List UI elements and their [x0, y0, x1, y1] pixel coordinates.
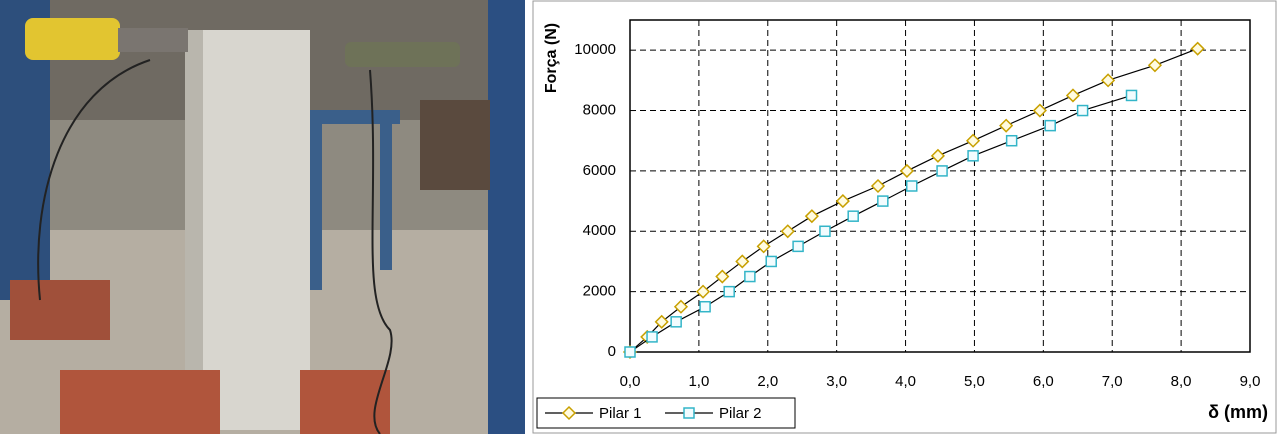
figure: 0 2000 4000 6000 8000 10000 0,0 1,0 2,0 3,0 4,0 5,0… [0, 0, 1277, 434]
chart-frame [533, 1, 1276, 433]
y-tick-label: 4000 [583, 222, 616, 239]
x-tick-label: 3,0 [826, 373, 847, 390]
x-tick-label: 2,0 [757, 373, 778, 390]
marker [745, 272, 755, 282]
marker [937, 166, 947, 176]
photo-bench-leg [380, 120, 392, 270]
marker [1127, 90, 1137, 100]
y-tick-label: 8000 [583, 102, 616, 119]
photo-jack [25, 18, 120, 60]
photo-steel [420, 100, 490, 190]
photo-rod [118, 28, 188, 52]
marker [1078, 106, 1088, 116]
y-axis-label: Força (N) [543, 23, 560, 93]
marker [793, 241, 803, 251]
marker [625, 347, 635, 357]
marker [1007, 136, 1017, 146]
x-tick-label: 5,0 [964, 373, 985, 390]
y-tick-label: 6000 [583, 162, 616, 179]
legend-label: Pilar 1 [599, 405, 642, 422]
marker [647, 332, 657, 342]
x-tick-label: 9,0 [1240, 373, 1261, 390]
marker [724, 287, 734, 297]
marker [684, 408, 694, 418]
legend: Pilar 1 Pilar 2 [537, 398, 795, 428]
marker [907, 181, 917, 191]
x-tick-label: 4,0 [895, 373, 916, 390]
x-tick-label: 7,0 [1102, 373, 1123, 390]
photo-frame-right [488, 0, 525, 434]
photo-transducer [345, 42, 460, 67]
photo-bench-leg [310, 120, 322, 290]
x-tick-label: 6,0 [1033, 373, 1054, 390]
y-tick-label: 2000 [583, 283, 616, 300]
x-tick-label: 1,0 [688, 373, 709, 390]
marker [878, 196, 888, 206]
photo-brick [10, 280, 110, 340]
marker [700, 302, 710, 312]
photo [0, 0, 525, 434]
x-tick-label: 0,0 [620, 373, 641, 390]
marker [1045, 121, 1055, 131]
page: {"chart_data": {"type": "line", "x_label… [0, 0, 1277, 434]
marker [968, 151, 978, 161]
marker [848, 211, 858, 221]
marker [766, 256, 776, 266]
marker [671, 317, 681, 327]
marker [820, 226, 830, 236]
photo-brick [60, 370, 220, 434]
legend-label: Pilar 2 [719, 405, 762, 422]
y-tick-label: 0 [608, 343, 616, 360]
x-tick-label: 8,0 [1171, 373, 1192, 390]
y-tick-label: 10000 [574, 41, 616, 58]
x-axis-label: δ (mm) [1208, 402, 1268, 422]
